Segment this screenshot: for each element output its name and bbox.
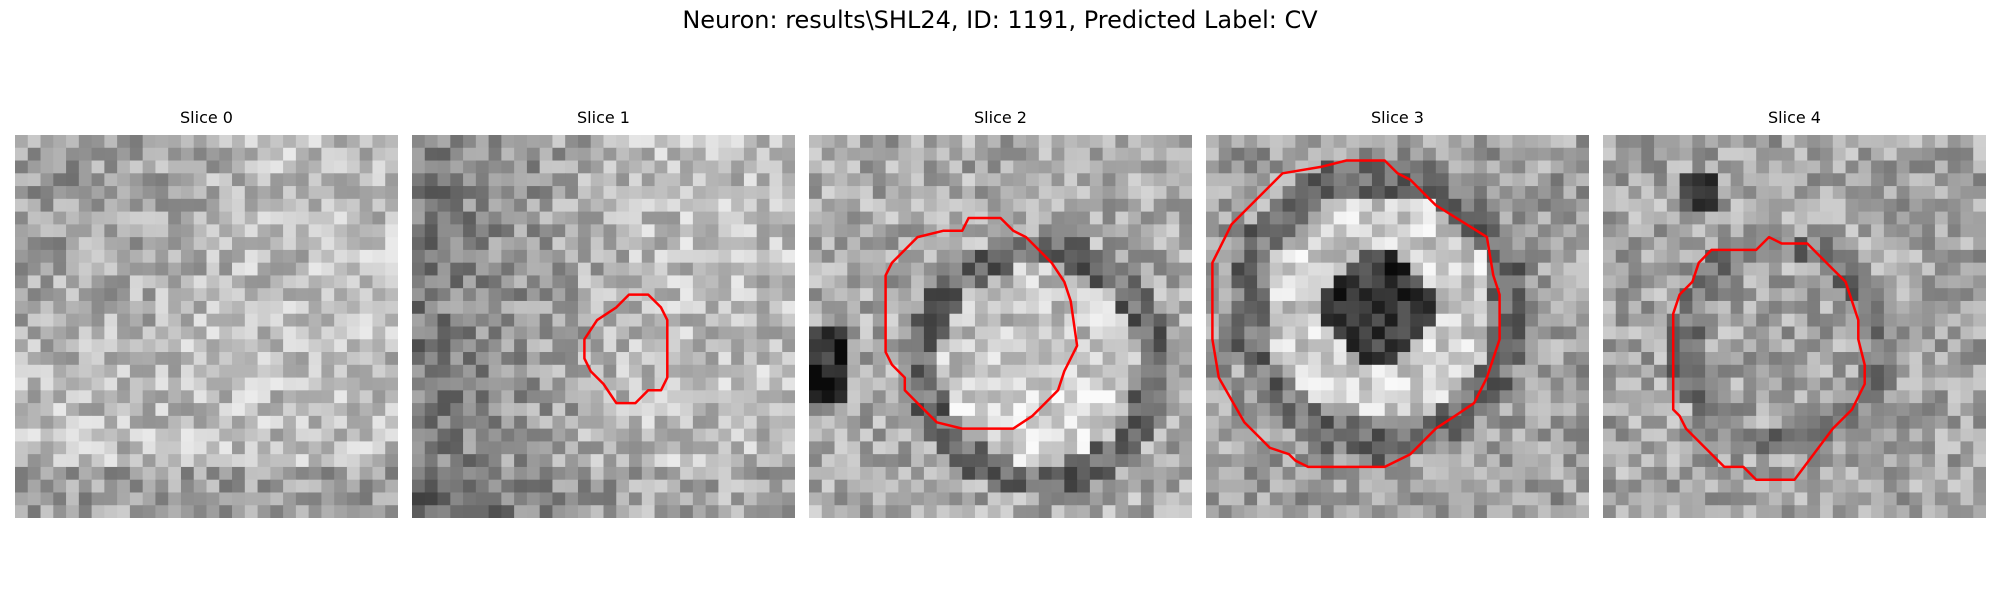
slice-title: Slice 2 xyxy=(809,108,1192,128)
figure-title: Neuron: results\SHL24, ID: 1191, Predict… xyxy=(0,6,2000,34)
slice-image-0 xyxy=(15,135,398,518)
slice-panel-3: Slice 3 xyxy=(1206,108,1589,128)
slice-title: Slice 3 xyxy=(1206,108,1589,128)
slice-title: Slice 4 xyxy=(1603,108,1986,128)
slice-title: Slice 0 xyxy=(15,108,398,128)
slice-image-2 xyxy=(809,135,1192,518)
slice-panel-4: Slice 4 xyxy=(1603,108,1986,128)
slice-panel-1: Slice 1 xyxy=(412,108,795,128)
slice-image-1 xyxy=(412,135,795,518)
slice-image-3 xyxy=(1206,135,1589,518)
slice-image-4 xyxy=(1603,135,1986,518)
slice-title: Slice 1 xyxy=(412,108,795,128)
slice-panel-0: Slice 0 xyxy=(15,108,398,128)
slice-panel-2: Slice 2 xyxy=(809,108,1192,128)
